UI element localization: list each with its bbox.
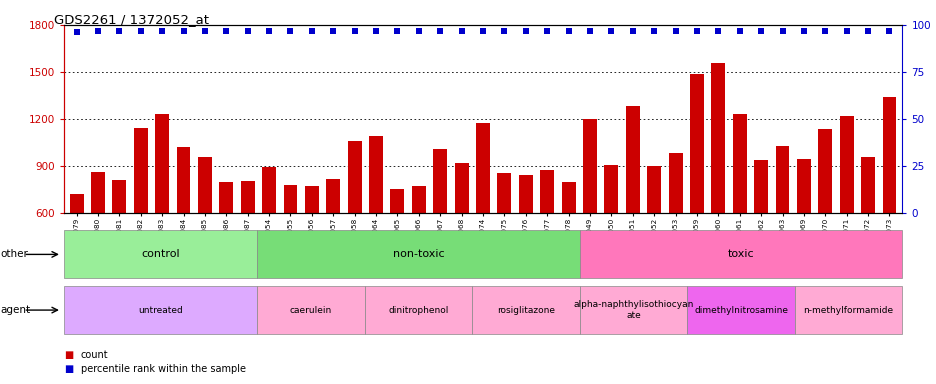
Bar bbox=[519, 175, 533, 307]
Point bbox=[133, 28, 148, 34]
Text: rosiglitazone: rosiglitazone bbox=[496, 306, 554, 314]
Point bbox=[689, 28, 704, 34]
Bar bbox=[241, 180, 255, 307]
Point bbox=[219, 28, 234, 34]
Bar bbox=[197, 157, 212, 307]
Point bbox=[283, 28, 298, 34]
Point bbox=[240, 28, 255, 34]
Point bbox=[496, 28, 511, 34]
Point bbox=[411, 28, 426, 34]
Bar bbox=[69, 194, 83, 307]
Point bbox=[624, 28, 639, 34]
Bar bbox=[432, 149, 446, 307]
Point bbox=[646, 28, 661, 34]
Bar bbox=[347, 141, 361, 307]
Bar bbox=[112, 180, 126, 307]
Text: count: count bbox=[80, 350, 108, 360]
Bar bbox=[604, 165, 618, 307]
Point bbox=[731, 28, 746, 34]
Point bbox=[176, 28, 191, 34]
Bar bbox=[753, 160, 768, 307]
Point bbox=[454, 28, 469, 34]
Bar bbox=[497, 173, 511, 307]
Point bbox=[347, 28, 362, 34]
Point bbox=[518, 28, 533, 34]
Text: alpha-naphthylisothiocyan
ate: alpha-naphthylisothiocyan ate bbox=[573, 300, 693, 320]
Point bbox=[475, 28, 490, 34]
Bar bbox=[262, 167, 276, 307]
Point bbox=[326, 28, 341, 34]
Bar bbox=[540, 170, 553, 307]
Bar bbox=[475, 123, 490, 307]
Text: non-toxic: non-toxic bbox=[392, 249, 444, 260]
Bar bbox=[134, 128, 148, 307]
Text: caerulein: caerulein bbox=[289, 306, 331, 314]
Point bbox=[753, 28, 768, 34]
Bar bbox=[219, 182, 233, 307]
Bar bbox=[155, 114, 168, 307]
Text: ■: ■ bbox=[64, 364, 73, 374]
Text: dinitrophenol: dinitrophenol bbox=[388, 306, 448, 314]
Bar bbox=[412, 186, 425, 307]
Bar bbox=[625, 106, 639, 307]
Bar bbox=[561, 182, 575, 307]
Bar bbox=[860, 157, 874, 307]
Point bbox=[368, 28, 383, 34]
Bar bbox=[775, 146, 789, 307]
Point bbox=[389, 28, 404, 34]
Point bbox=[859, 28, 874, 34]
Point bbox=[817, 28, 832, 34]
Point bbox=[710, 28, 725, 34]
Point bbox=[154, 28, 169, 34]
Text: control: control bbox=[141, 249, 180, 260]
Bar bbox=[284, 185, 297, 307]
Text: agent: agent bbox=[0, 305, 30, 315]
Bar bbox=[647, 166, 661, 307]
Point bbox=[839, 28, 854, 34]
Bar bbox=[369, 136, 383, 307]
Point bbox=[91, 28, 106, 34]
Bar bbox=[326, 179, 340, 307]
Bar bbox=[839, 116, 853, 307]
Text: other: other bbox=[0, 249, 28, 260]
Point bbox=[667, 28, 682, 34]
Text: n-methylformamide: n-methylformamide bbox=[803, 306, 893, 314]
Bar bbox=[176, 147, 190, 307]
Point bbox=[261, 28, 276, 34]
Text: GDS2261 / 1372052_at: GDS2261 / 1372052_at bbox=[54, 13, 209, 26]
Point bbox=[197, 28, 212, 34]
Bar bbox=[390, 189, 404, 307]
Bar bbox=[797, 159, 810, 307]
Point bbox=[774, 28, 789, 34]
Bar bbox=[91, 172, 105, 307]
Bar bbox=[710, 63, 724, 307]
Bar bbox=[882, 97, 896, 307]
Point bbox=[539, 28, 554, 34]
Text: ■: ■ bbox=[64, 350, 73, 360]
Text: untreated: untreated bbox=[138, 306, 183, 314]
Point bbox=[881, 28, 896, 34]
Bar bbox=[454, 163, 468, 307]
Point bbox=[561, 28, 576, 34]
Point bbox=[796, 28, 811, 34]
Bar bbox=[304, 186, 318, 307]
Point bbox=[69, 30, 84, 36]
Bar bbox=[582, 119, 596, 307]
Text: dimethylnitrosamine: dimethylnitrosamine bbox=[694, 306, 787, 314]
Bar bbox=[732, 114, 746, 307]
Bar bbox=[817, 129, 831, 307]
Bar bbox=[668, 153, 681, 307]
Point bbox=[304, 28, 319, 34]
Point bbox=[582, 28, 597, 34]
Bar bbox=[689, 74, 703, 307]
Point bbox=[432, 28, 447, 34]
Point bbox=[111, 28, 126, 34]
Text: toxic: toxic bbox=[727, 249, 753, 260]
Text: percentile rank within the sample: percentile rank within the sample bbox=[80, 364, 245, 374]
Point bbox=[603, 28, 618, 34]
